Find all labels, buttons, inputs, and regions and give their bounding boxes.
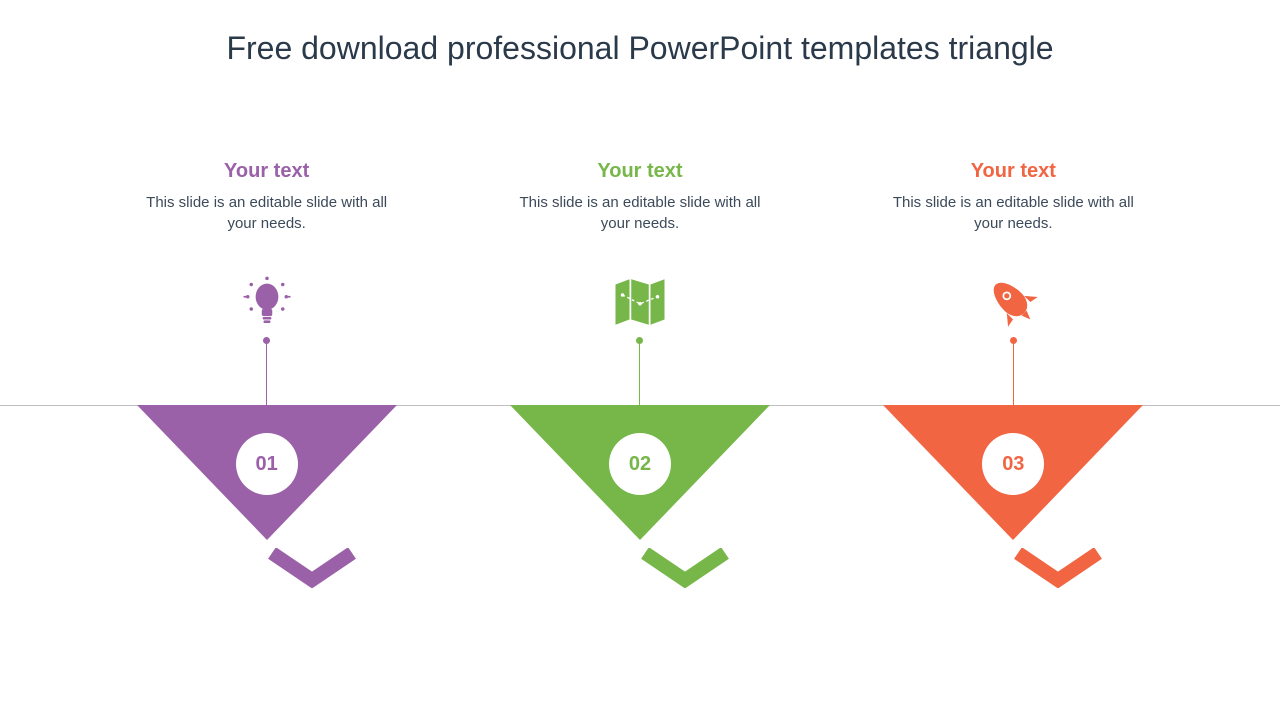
column-body: This slide is an editable slide with all… <box>137 192 397 234</box>
number-circle: 01 <box>236 433 298 495</box>
column-1: Your text This slide is an editable slid… <box>117 0 417 720</box>
rocket-icon <box>983 272 1043 332</box>
number-circle: 03 <box>982 433 1044 495</box>
column-heading: Your text <box>863 160 1163 183</box>
column-3: Your text This slide is an editable slid… <box>863 0 1163 720</box>
map-icon <box>610 272 670 332</box>
triangle-block: 01 <box>137 405 397 548</box>
triangle-block: 03 <box>883 405 1143 548</box>
connector-dot <box>1010 337 1017 344</box>
number-circle: 02 <box>609 433 671 495</box>
connector-line <box>639 340 640 405</box>
column-body: This slide is an editable slide with all… <box>510 192 770 234</box>
lightbulb-icon <box>237 272 297 332</box>
connector-line <box>266 340 267 405</box>
column-body: This slide is an editable slide with all… <box>883 192 1143 234</box>
column-heading: Your text <box>490 160 790 183</box>
triangle-block: 02 <box>510 405 770 548</box>
column-heading: Your text <box>117 160 417 183</box>
connector-line <box>1013 340 1014 405</box>
columns-container: Your text This slide is an editable slid… <box>0 0 1280 720</box>
connector-dot <box>263 337 270 344</box>
connector-dot <box>636 337 643 344</box>
column-2: Your text This slide is an editable slid… <box>490 0 790 720</box>
